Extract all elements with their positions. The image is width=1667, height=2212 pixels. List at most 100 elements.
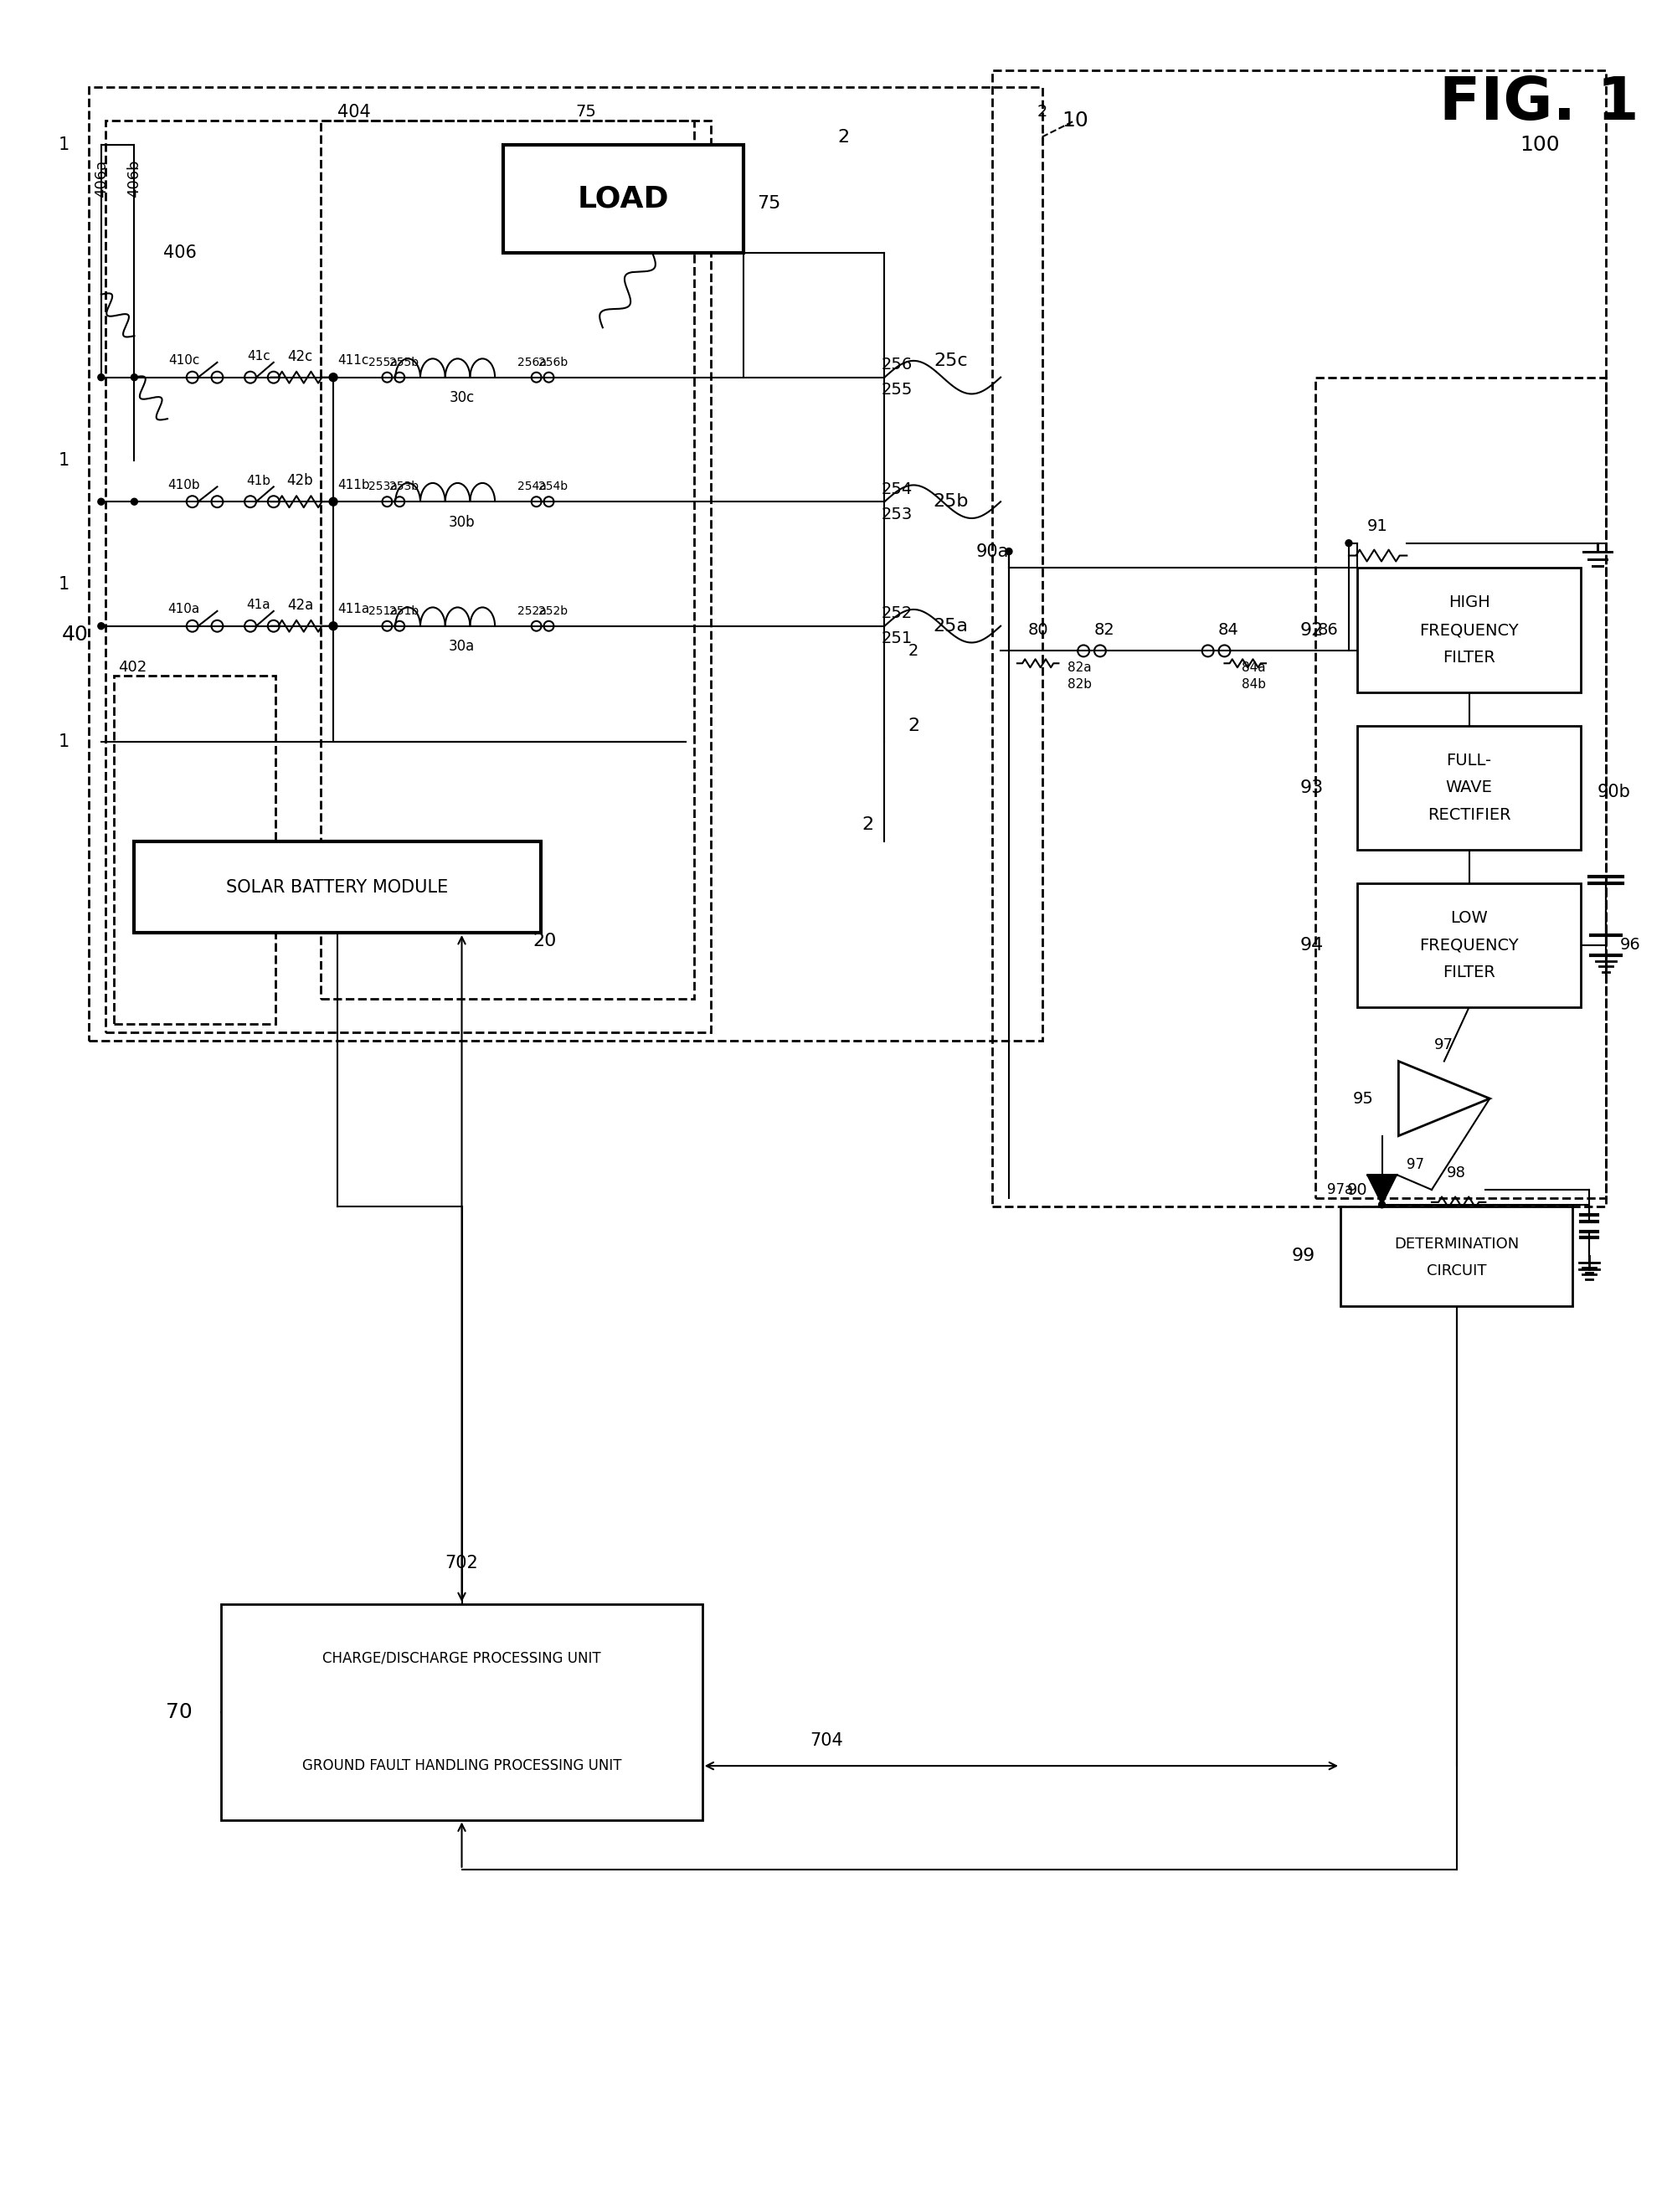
Text: 1: 1 <box>58 137 70 153</box>
Text: LOW: LOW <box>1450 909 1487 927</box>
Text: RECTIFIER: RECTIFIER <box>1427 807 1510 823</box>
Text: 97: 97 <box>1435 1037 1454 1053</box>
Text: 410b: 410b <box>168 478 200 491</box>
Text: 84b: 84b <box>1242 677 1265 690</box>
Text: 253: 253 <box>882 507 912 522</box>
Text: DETERMINATION: DETERMINATION <box>1394 1237 1519 1252</box>
Text: 251a: 251a <box>368 606 398 617</box>
Text: 411c: 411c <box>337 354 368 367</box>
Text: 2: 2 <box>907 717 920 734</box>
Text: 90b: 90b <box>1597 783 1630 801</box>
Text: 256a: 256a <box>517 356 547 367</box>
Bar <box>1357 726 1580 849</box>
Text: 40: 40 <box>62 624 88 644</box>
Text: 42c: 42c <box>287 349 313 365</box>
Text: WAVE: WAVE <box>1445 779 1492 796</box>
Text: 84: 84 <box>1219 622 1239 637</box>
Text: 30c: 30c <box>448 392 475 405</box>
Text: 1: 1 <box>58 451 70 469</box>
Circle shape <box>328 498 337 507</box>
Text: 255b: 255b <box>388 356 418 367</box>
Text: FULL-: FULL- <box>1447 752 1492 768</box>
Text: 97a: 97a <box>1327 1181 1354 1197</box>
Text: 75: 75 <box>757 195 780 212</box>
Text: 254: 254 <box>882 482 912 498</box>
Text: 42b: 42b <box>287 473 313 489</box>
Text: 404: 404 <box>337 104 370 119</box>
Text: 1: 1 <box>58 734 70 750</box>
Text: 2: 2 <box>1037 104 1047 119</box>
Text: LOAD: LOAD <box>577 186 668 212</box>
Text: 25a: 25a <box>934 617 969 635</box>
Text: 411a: 411a <box>337 604 370 615</box>
Text: 406: 406 <box>163 246 197 261</box>
Text: HIGH: HIGH <box>1449 595 1490 611</box>
Text: 256b: 256b <box>538 356 568 367</box>
Text: FIG. 1: FIG. 1 <box>1440 75 1639 133</box>
Text: FREQUENCY: FREQUENCY <box>1419 938 1519 953</box>
Circle shape <box>328 622 337 630</box>
Text: 82a: 82a <box>1067 661 1092 675</box>
Text: CHARGE/DISCHARGE PROCESSING UNIT: CHARGE/DISCHARGE PROCESSING UNIT <box>322 1650 602 1666</box>
Text: 2: 2 <box>909 644 919 659</box>
Text: 406b: 406b <box>127 159 142 197</box>
Text: 97: 97 <box>1407 1157 1424 1172</box>
Text: 96: 96 <box>1620 938 1640 953</box>
Text: 25c: 25c <box>934 352 969 369</box>
Text: 402: 402 <box>118 659 147 675</box>
Polygon shape <box>1367 1175 1397 1206</box>
Text: 100: 100 <box>1520 135 1559 155</box>
Text: 1: 1 <box>58 575 70 593</box>
Text: 91: 91 <box>1367 518 1389 535</box>
Bar <box>105 119 710 1033</box>
Text: 90a: 90a <box>975 542 1009 560</box>
Text: 254b: 254b <box>538 480 568 493</box>
Text: 82b: 82b <box>1067 677 1092 690</box>
Text: 25b: 25b <box>934 493 969 511</box>
Text: 410c: 410c <box>168 354 200 367</box>
Bar <box>88 86 1042 1040</box>
Bar <box>1315 378 1605 1199</box>
Text: 2: 2 <box>862 816 874 834</box>
Circle shape <box>1379 1201 1385 1208</box>
Text: SOLAR BATTERY MODULE: SOLAR BATTERY MODULE <box>227 878 448 896</box>
Circle shape <box>1345 540 1352 546</box>
Text: 99: 99 <box>1292 1248 1315 1265</box>
Circle shape <box>328 374 337 380</box>
Text: 251: 251 <box>882 630 912 646</box>
Text: 255: 255 <box>882 383 912 398</box>
Text: 70: 70 <box>165 1701 192 1721</box>
Text: GROUND FAULT HANDLING PROCESSING UNIT: GROUND FAULT HANDLING PROCESSING UNIT <box>302 1759 622 1774</box>
Circle shape <box>132 498 138 504</box>
Text: FILTER: FILTER <box>1442 964 1495 980</box>
Text: 704: 704 <box>810 1732 844 1750</box>
Text: 82: 82 <box>1094 622 1115 637</box>
Text: 41c: 41c <box>247 349 270 363</box>
Text: 80: 80 <box>1027 622 1049 637</box>
Bar <box>320 119 693 1000</box>
Text: 86: 86 <box>1317 622 1339 637</box>
Text: 95: 95 <box>1354 1091 1374 1106</box>
Text: 98: 98 <box>1447 1166 1467 1181</box>
Text: 410a: 410a <box>168 604 200 615</box>
Text: 20: 20 <box>533 933 557 949</box>
Text: 255a: 255a <box>368 356 398 367</box>
Text: 253b: 253b <box>388 480 418 493</box>
Text: 90: 90 <box>1347 1181 1367 1197</box>
Circle shape <box>98 498 105 504</box>
Text: 75: 75 <box>575 104 597 119</box>
Text: 10: 10 <box>1062 111 1089 131</box>
Text: 41b: 41b <box>247 476 270 487</box>
Circle shape <box>1005 549 1012 555</box>
Text: FILTER: FILTER <box>1442 650 1495 666</box>
Text: 42a: 42a <box>287 597 313 613</box>
Text: 2: 2 <box>837 128 849 146</box>
Bar <box>1357 568 1580 692</box>
Text: 254a: 254a <box>518 480 547 493</box>
Bar <box>992 71 1605 1206</box>
Text: 256: 256 <box>882 356 912 374</box>
Text: 30a: 30a <box>448 639 475 655</box>
Text: 251b: 251b <box>388 606 418 617</box>
Circle shape <box>98 374 105 380</box>
Circle shape <box>98 624 105 630</box>
